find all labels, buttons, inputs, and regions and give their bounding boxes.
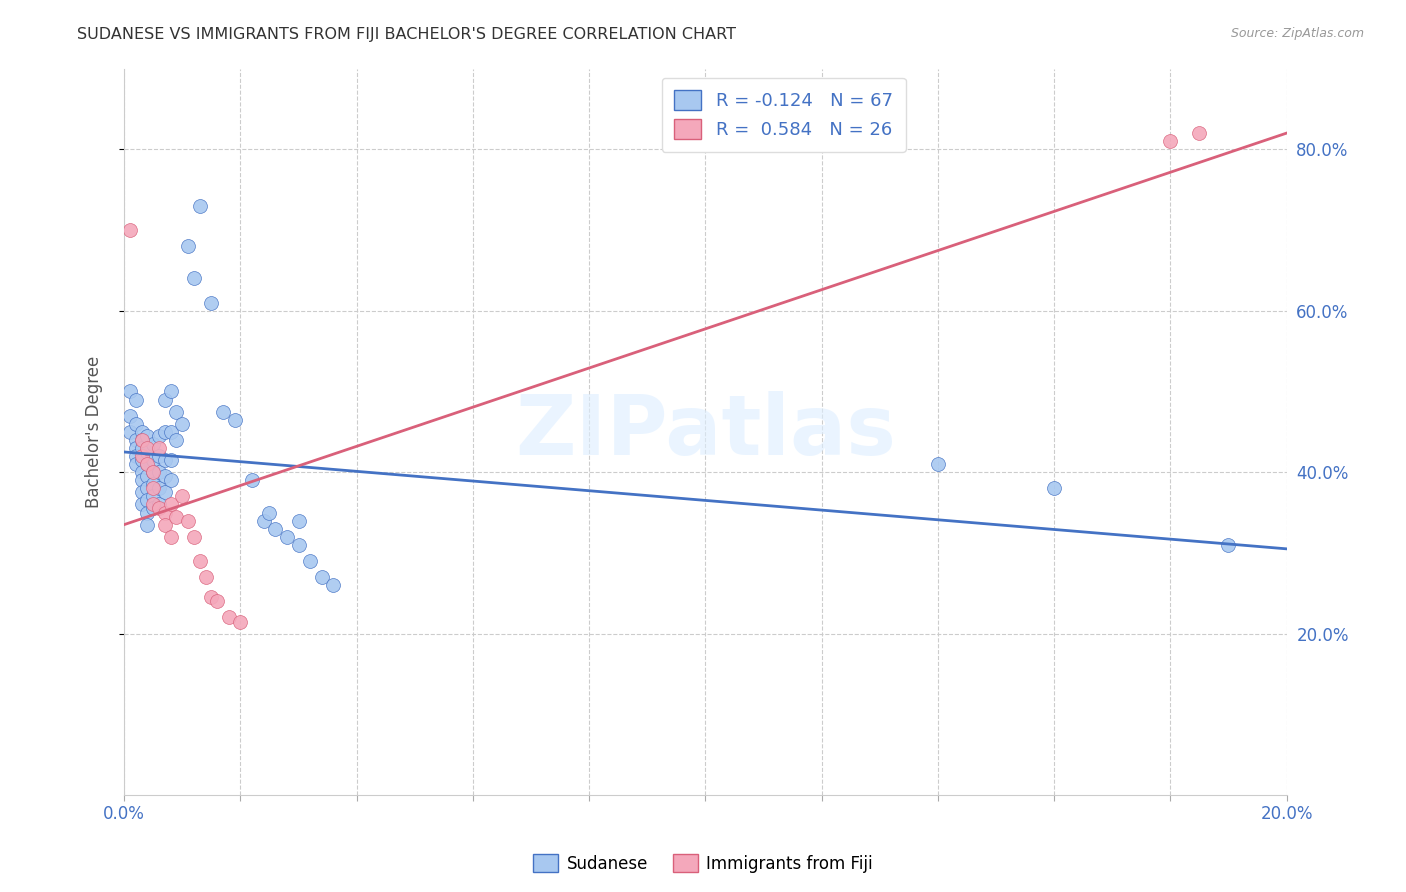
- Point: [259, 506, 281, 520]
- Point: [131, 433, 153, 447]
- Point: [142, 465, 165, 479]
- Point: [165, 509, 187, 524]
- Point: [153, 506, 176, 520]
- Point: [322, 578, 344, 592]
- Point: [159, 530, 181, 544]
- Point: [159, 473, 181, 487]
- Point: [142, 465, 165, 479]
- Point: [159, 384, 181, 399]
- Point: [136, 441, 159, 455]
- Point: [159, 425, 181, 439]
- Point: [229, 615, 252, 629]
- Point: [183, 271, 205, 285]
- Point: [118, 384, 141, 399]
- Point: [142, 453, 165, 467]
- Point: [136, 445, 159, 459]
- Point: [153, 517, 176, 532]
- Point: [200, 591, 222, 605]
- Point: [287, 538, 309, 552]
- Point: [148, 441, 170, 455]
- Legend: Sudanese, Immigrants from Fiji: Sudanese, Immigrants from Fiji: [526, 847, 880, 880]
- Point: [131, 433, 153, 447]
- Point: [194, 570, 217, 584]
- Point: [125, 449, 148, 463]
- Point: [153, 485, 176, 500]
- Point: [142, 501, 165, 516]
- Point: [1188, 126, 1211, 140]
- Point: [142, 477, 165, 491]
- Point: [125, 457, 148, 471]
- Point: [136, 469, 159, 483]
- Point: [264, 522, 287, 536]
- Point: [118, 425, 141, 439]
- Point: [1043, 481, 1066, 495]
- Text: ZIPatlas: ZIPatlas: [515, 392, 896, 472]
- Point: [159, 498, 181, 512]
- Point: [927, 457, 949, 471]
- Point: [240, 473, 263, 487]
- Point: [287, 514, 309, 528]
- Point: [177, 239, 200, 253]
- Point: [148, 501, 170, 516]
- Point: [136, 457, 159, 471]
- Point: [205, 594, 228, 608]
- Point: [153, 469, 176, 483]
- Point: [142, 437, 165, 451]
- Point: [276, 530, 298, 544]
- Point: [188, 554, 211, 568]
- Point: [159, 453, 181, 467]
- Point: [212, 404, 235, 418]
- Point: [136, 517, 159, 532]
- Point: [148, 498, 170, 512]
- Legend: R = -0.124   N = 67, R =  0.584   N = 26: R = -0.124 N = 67, R = 0.584 N = 26: [662, 78, 905, 152]
- Point: [200, 295, 222, 310]
- Point: [148, 449, 170, 463]
- Point: [131, 441, 153, 455]
- Point: [188, 199, 211, 213]
- Point: [153, 425, 176, 439]
- Point: [118, 409, 141, 423]
- Point: [136, 457, 159, 471]
- Point: [125, 392, 148, 407]
- Point: [131, 473, 153, 487]
- Point: [311, 570, 333, 584]
- Point: [165, 404, 187, 418]
- Point: [118, 223, 141, 237]
- Point: [131, 485, 153, 500]
- Y-axis label: Bachelor's Degree: Bachelor's Degree: [86, 356, 103, 508]
- Point: [125, 433, 148, 447]
- Point: [1159, 134, 1181, 148]
- Point: [153, 392, 176, 407]
- Point: [165, 433, 187, 447]
- Point: [148, 481, 170, 495]
- Point: [218, 610, 240, 624]
- Text: SUDANESE VS IMMIGRANTS FROM FIJI BACHELOR'S DEGREE CORRELATION CHART: SUDANESE VS IMMIGRANTS FROM FIJI BACHELO…: [77, 27, 737, 42]
- Point: [299, 554, 322, 568]
- Point: [131, 465, 153, 479]
- Point: [131, 498, 153, 512]
- Point: [125, 417, 148, 431]
- Point: [153, 453, 176, 467]
- Point: [136, 429, 159, 443]
- Point: [148, 429, 170, 443]
- Point: [131, 425, 153, 439]
- Point: [136, 493, 159, 508]
- Point: [224, 412, 246, 426]
- Text: Source: ZipAtlas.com: Source: ZipAtlas.com: [1230, 27, 1364, 40]
- Point: [142, 489, 165, 503]
- Point: [253, 514, 276, 528]
- Point: [172, 417, 194, 431]
- Point: [136, 506, 159, 520]
- Point: [136, 481, 159, 495]
- Point: [142, 481, 165, 495]
- Point: [1218, 538, 1240, 552]
- Point: [142, 498, 165, 512]
- Point: [125, 441, 148, 455]
- Point: [183, 530, 205, 544]
- Point: [148, 465, 170, 479]
- Point: [131, 449, 153, 463]
- Point: [172, 489, 194, 503]
- Point: [177, 514, 200, 528]
- Point: [131, 453, 153, 467]
